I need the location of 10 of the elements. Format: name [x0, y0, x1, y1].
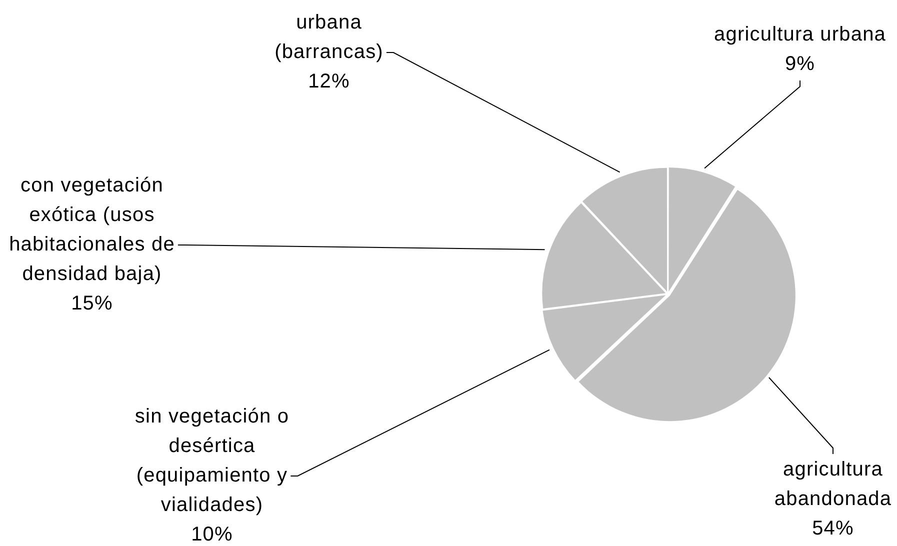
slice-label: sin vegetación o desértica (equipamiento y vialidades)	[134, 406, 290, 516]
data-label: 15%	[71, 292, 113, 315]
data-label: 12%	[308, 70, 350, 93]
slice-label: agricultura urbana	[714, 24, 886, 46]
slice-label: con vegetación exótica (usos habitacionales de densidad baja)	[9, 174, 175, 286]
data-label: 9%	[784, 53, 816, 76]
slice-label: urbana (barrancas)	[274, 12, 384, 64]
data-label: 54%	[812, 518, 854, 540]
slice-label: agricultura abandonada	[774, 458, 892, 510]
data-label: 10%	[191, 524, 233, 546]
